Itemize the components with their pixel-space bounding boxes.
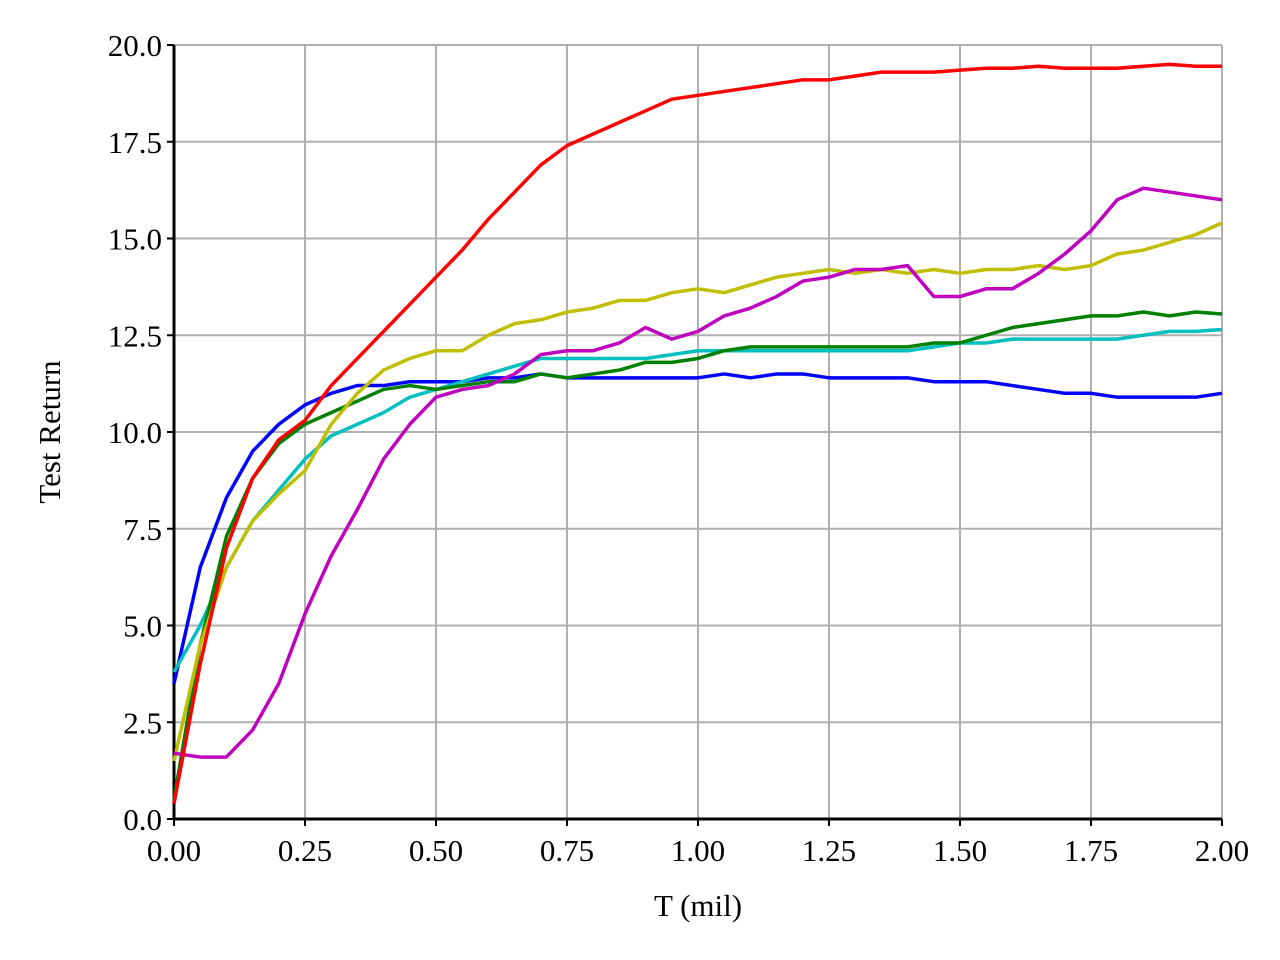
x-tick-label: 1.50 xyxy=(933,833,987,868)
y-tick-label: 20.0 xyxy=(108,28,162,63)
y-tick-label: 17.5 xyxy=(108,125,162,160)
x-tick-label: 0.50 xyxy=(409,833,463,868)
y-tick-label: 2.5 xyxy=(123,705,162,740)
y-axis-label: Test Return xyxy=(32,360,67,504)
x-tick-label: 2.00 xyxy=(1195,833,1249,868)
x-tick-label: 1.25 xyxy=(802,833,856,868)
line xyxy=(172,327,1223,673)
line xyxy=(173,186,1223,759)
x-axis-label: T (mil) xyxy=(654,888,742,923)
y-tick-label: 15.0 xyxy=(108,222,162,257)
line xyxy=(172,62,1222,804)
x-tick-label: 0.00 xyxy=(147,833,201,868)
y-tick-label: 5.0 xyxy=(123,609,162,644)
y-tick-label: 0.0 xyxy=(123,802,162,837)
y-tick-label: 7.5 xyxy=(123,512,162,547)
line xyxy=(172,372,1223,684)
x-tick-label: 1.75 xyxy=(1064,833,1118,868)
x-tick-label: 0.75 xyxy=(540,833,594,868)
y-tick-label: 12.5 xyxy=(108,318,162,353)
x-tick-label: 0.25 xyxy=(278,833,332,868)
x-tick-label: 1.00 xyxy=(671,833,725,868)
y-tick-label: 10.0 xyxy=(108,415,162,450)
